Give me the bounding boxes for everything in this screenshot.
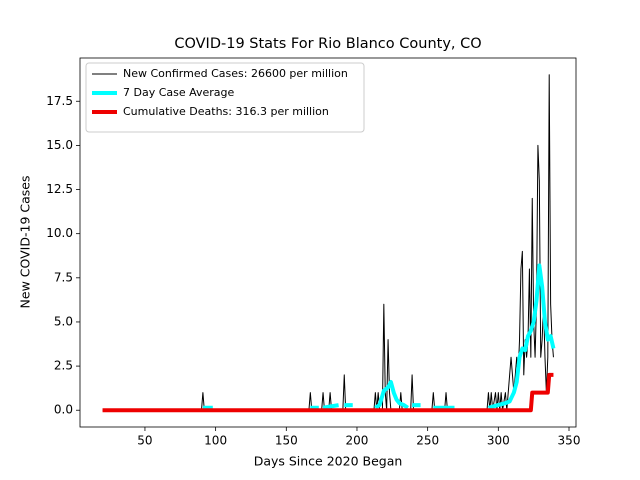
legend-box [85,62,365,133]
x-tick-label: 100 [204,434,227,448]
x-tick-label: 250 [416,434,439,448]
legend-label: Cumulative Deaths: 316.3 per million [123,105,329,118]
x-tick-label: 300 [487,434,510,448]
data-line [202,263,556,410]
legend-label: 7 Day Case Average [123,86,235,99]
x-axis-label: Days Since 2020 Began [254,454,403,469]
x-tick-label: 200 [346,434,369,448]
y-tick-label: 15.0 [46,138,73,152]
y-tick-label: 17.5 [46,94,73,108]
y-axis-label: New COVID-19 Cases [18,176,33,309]
data-line [102,372,554,413]
y-tick-label: 12.5 [46,182,73,196]
axes-frame [79,57,577,428]
y-tick-label: 10.0 [46,226,73,240]
legend: New Confirmed Cases: 26600 per million 7 … [85,62,365,133]
x-tick-label: 50 [137,434,152,448]
y-tick-label: 7.5 [54,270,73,284]
y-tick-label: 2.5 [54,359,73,373]
x-tick-label: 150 [275,434,298,448]
y-tick-label: 5.0 [54,314,73,328]
legend-label: New Confirmed Cases: 26600 per million [123,67,348,80]
y-tick-label: 0.0 [54,403,73,417]
x-tick-label: 350 [558,434,581,448]
chart-title: COVID-19 Stats For Rio Blanco County, CO [174,36,481,52]
